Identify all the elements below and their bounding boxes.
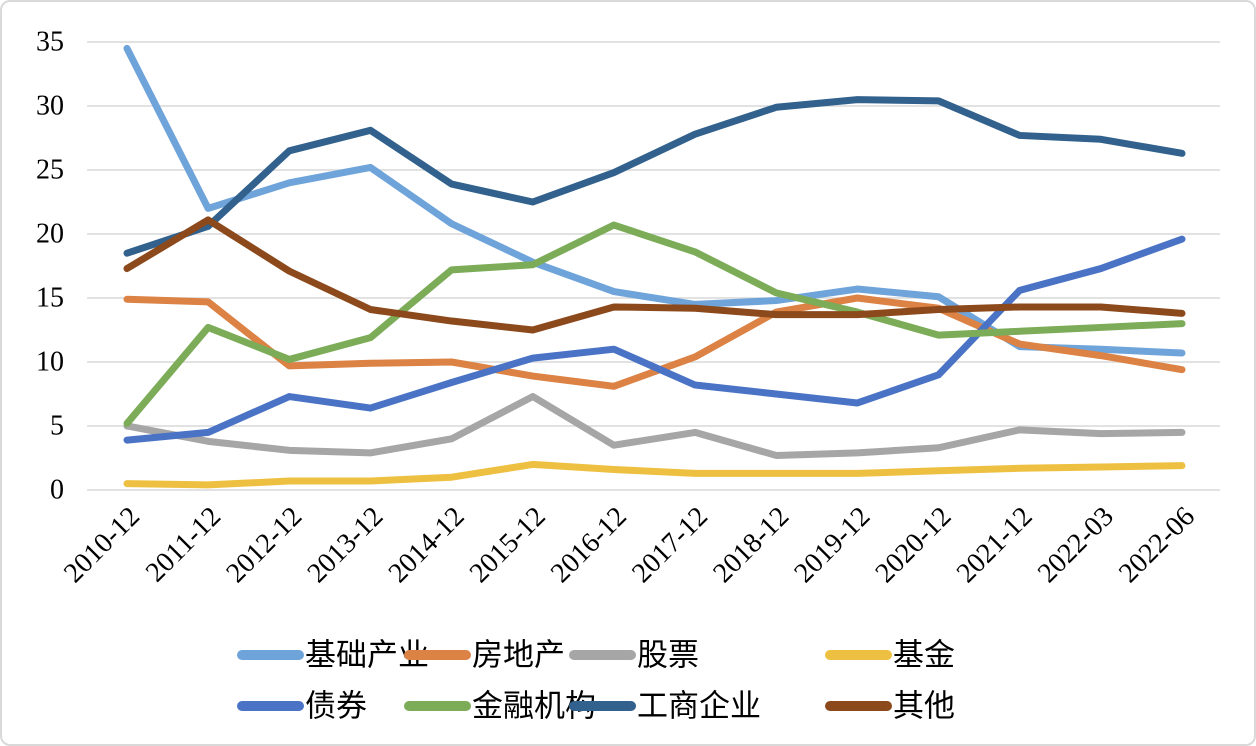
legend-item-other: 其他 [825, 689, 955, 724]
y-axis-tick-label: 10 [36, 347, 64, 378]
legend-label-other: 其他 [893, 689, 955, 724]
series-line-industrial-commercial-enterprises [123, 96, 1186, 257]
legend-item-financial-institutions: 金融机构 [404, 689, 596, 724]
x-axis-tick-label: 2010-12 [58, 501, 146, 589]
x-axis-tick-label: 2020-12 [870, 501, 958, 589]
x-axis-tick-label: 2016-12 [545, 501, 633, 589]
y-axis-tick-label: 30 [36, 91, 64, 122]
legend-item-industrial-commercial-enterprises: 工商企业 [569, 689, 761, 724]
series-line-real-estate [123, 294, 1186, 390]
x-axis-tick-label: 2011-12 [140, 501, 227, 588]
x-axis-tick-label: 2018-12 [707, 501, 795, 589]
x-axis-tick-label: 2022-03 [1032, 501, 1120, 589]
x-axis-tick-label: 2017-12 [626, 501, 714, 589]
x-axis-tick-label: 2021-12 [951, 501, 1039, 589]
legend-item-infrastructure: 基础产业 [237, 638, 429, 673]
legend-label-funds: 基金 [893, 638, 955, 673]
legend-label-bonds: 债券 [305, 689, 367, 724]
y-axis-tick-label: 25 [36, 155, 64, 186]
legend-item-stocks: 股票 [569, 638, 699, 673]
legend-item-real-estate: 房地产 [404, 638, 565, 673]
series-line-financial-institutions [123, 221, 1186, 427]
y-axis-tick-label: 15 [36, 283, 64, 314]
legend-item-funds: 基金 [825, 638, 955, 673]
x-axis-tick-label: 2013-12 [301, 501, 389, 589]
series-line-other [123, 216, 1186, 334]
y-axis-tick-label: 35 [36, 27, 64, 58]
x-axis-tick-label: 2015-12 [464, 501, 552, 589]
legend-item-bonds: 债券 [237, 689, 367, 724]
x-axis-tick-label: 2022-06 [1113, 501, 1201, 589]
series-line-funds [123, 460, 1186, 489]
y-axis-tick-label: 0 [50, 475, 64, 506]
x-axis-tick-label: 2014-12 [383, 501, 471, 589]
series-line-stocks [123, 393, 1186, 459]
legend-label-real-estate: 房地产 [472, 638, 565, 673]
x-axis-tick-label: 2019-12 [788, 501, 876, 589]
legend-label-stocks: 股票 [637, 638, 699, 673]
legend-label-industrial-commercial-enterprises: 工商企业 [637, 689, 761, 724]
y-axis-tick-label: 5 [50, 411, 64, 442]
y-axis-tick-label: 20 [36, 219, 64, 250]
x-axis-tick-label: 2012-12 [220, 501, 308, 589]
